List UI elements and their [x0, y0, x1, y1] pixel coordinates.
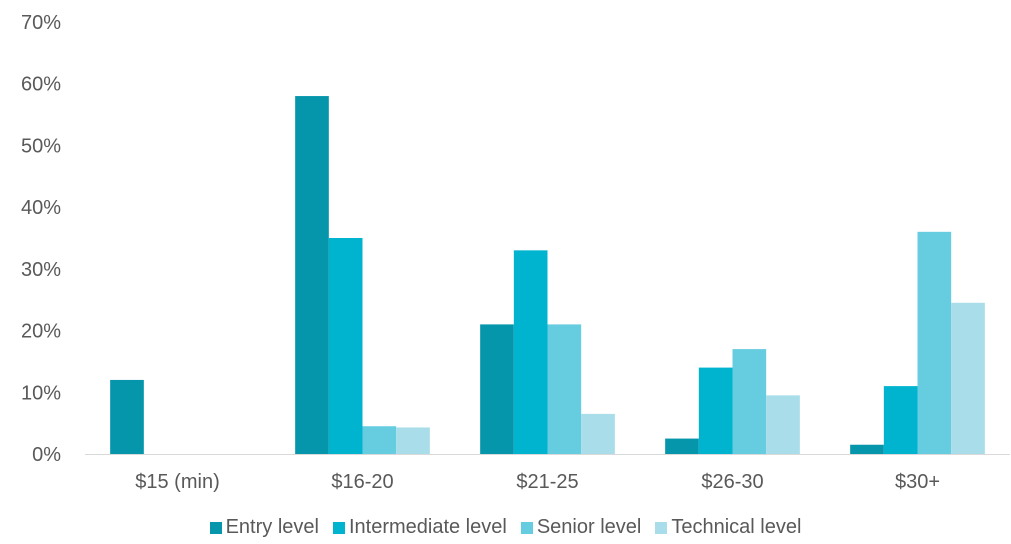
- bar: [328, 238, 363, 454]
- legend-swatch: [209, 521, 222, 534]
- y-tick-label: 70%: [21, 12, 61, 34]
- y-tick-label: 30%: [21, 259, 61, 281]
- x-tick-label: $26-30: [701, 471, 763, 493]
- bar: [917, 231, 952, 454]
- bar: [513, 250, 548, 454]
- legend-label: Technical level: [671, 516, 802, 538]
- legend: Entry level Intermediate level Senior leve…: [0, 516, 1011, 539]
- legend-swatch: [332, 521, 345, 534]
- legend-item: Entry level: [209, 516, 319, 539]
- x-tick-label: $30+: [895, 471, 940, 493]
- bars: [110, 96, 985, 454]
- bar: [732, 349, 767, 454]
- x-tick-label: $15 (min): [135, 471, 219, 493]
- bar: [295, 96, 329, 454]
- legend-swatch: [655, 521, 668, 534]
- bar: [110, 379, 144, 454]
- x-tick-label: $21-25: [516, 471, 578, 493]
- bar-chart: 0%10%20%30%40%50%60%70% $15 (min) $16-20 $…: [21, 12, 1010, 493]
- legend-label: Intermediate level: [348, 516, 507, 538]
- legend-item: Intermediate level: [332, 516, 507, 539]
- y-tick-label: 60%: [21, 74, 61, 96]
- bar: [850, 444, 884, 454]
- y-tick-label: 0%: [32, 444, 61, 466]
- y-tick-label: 10%: [21, 382, 61, 404]
- x-axis: $15 (min) $16-20 $21-25 $26-30 $30+: [135, 471, 940, 493]
- legend-swatch: [520, 521, 533, 534]
- x-tick-label: $16-20: [331, 471, 393, 493]
- bar: [396, 427, 430, 454]
- bar: [547, 324, 582, 454]
- y-tick-label: 40%: [21, 197, 61, 219]
- legend-item: Senior level: [520, 516, 642, 539]
- bar: [766, 395, 800, 454]
- bar: [698, 367, 733, 454]
- bar: [581, 413, 615, 454]
- legend-item: Technical level: [655, 516, 801, 539]
- bar: [362, 426, 397, 454]
- legend-label: Senior level: [536, 516, 642, 538]
- bar: [480, 324, 514, 454]
- bar: [665, 438, 699, 454]
- y-axis: 0% 10% 20% 30% 40% 50% 60% 70%: [21, 12, 61, 466]
- y-tick-label: 50%: [21, 135, 61, 157]
- legend-label: Entry level: [225, 516, 319, 538]
- bar: [883, 386, 918, 454]
- y-tick-label: 20%: [21, 321, 61, 343]
- bar: [951, 302, 985, 454]
